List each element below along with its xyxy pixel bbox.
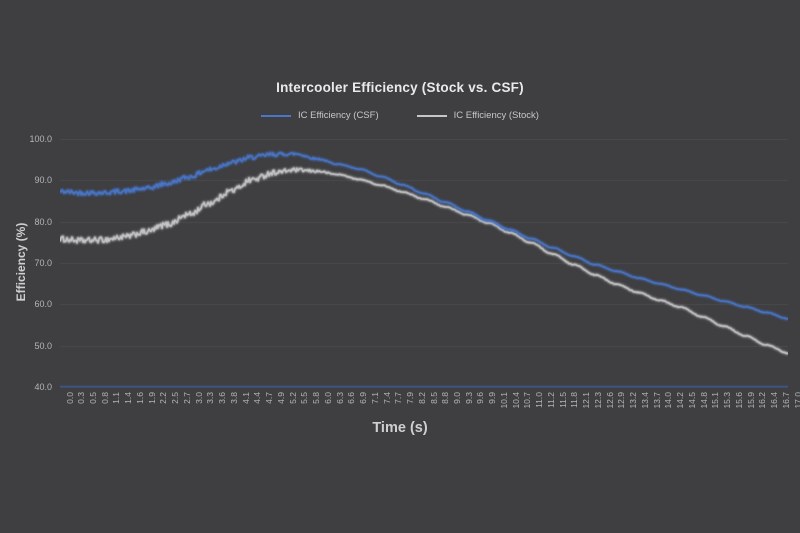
x-axis-title: Time (s) [372,420,428,436]
x-tick-label: 9.3 [463,392,474,404]
x-tick-label: 15.3 [722,392,733,409]
x-tick-label: 3.0 [193,392,204,404]
x-tick-label: 1.6 [134,392,145,404]
x-tick-label: 13.2 [628,392,639,409]
x-tick-label: 14.5 [686,392,697,409]
x-tick-label: 0.3 [76,392,87,404]
y-tick-label: 80.0 [34,216,52,227]
x-tick-label: 8.5 [428,392,439,404]
x-tick-label: 13.7 [651,392,662,409]
y-tick-label: 40.0 [34,382,52,392]
x-tick-label: 6.0 [322,392,333,404]
x-tick-label: 10.4 [510,392,521,409]
x-tick-label: 16.7 [780,392,791,409]
y-tick-label: 100.0 [29,134,52,144]
x-tick-label: 17.0 [792,392,800,409]
x-tick-label: 7.9 [405,392,416,404]
x-tick-label: 5.8 [311,392,322,404]
x-tick-label: 0.5 [87,392,98,404]
x-tick-label: 7.7 [393,392,404,404]
x-tick-label: 4.4 [252,392,263,404]
x-tick-label: 9.9 [487,392,498,404]
x-tick-label: 5.2 [287,392,298,404]
x-tick-label: 9.6 [475,392,486,404]
legend: IC Efficiency (CSF) IC Efficiency (Stock… [0,110,800,121]
x-tick-label: 15.9 [745,392,756,409]
y-tick-label: 60.0 [34,299,52,310]
x-tick-label: 11.5 [557,392,568,408]
x-tick-label: 3.6 [217,392,228,404]
x-tick-label: 12.1 [581,392,592,409]
legend-label-csf: IC Efficiency (CSF) [298,110,379,121]
x-tick-label: 8.8 [440,392,451,404]
y-tick-label: 70.0 [34,258,52,268]
x-tick-label: 16.4 [769,392,780,409]
x-tick-label: 9.0 [451,392,462,404]
x-tick-label: 2.2 [158,392,169,404]
x-tick-label: 6.6 [346,392,357,404]
legend-item-csf: IC Efficiency (CSF) [261,110,379,121]
x-tick-label: 16.2 [757,392,768,409]
x-tick-label: 14.2 [675,392,686,409]
x-tick-label: 1.1 [111,392,122,404]
x-tick-label: 10.1 [498,392,509,409]
x-tick-label: 5.5 [299,392,310,404]
x-tick-label: 4.7 [264,392,275,404]
x-tick-label: 14.8 [698,392,709,409]
chart-title: Intercooler Efficiency (Stock vs. CSF) [276,80,524,95]
x-tick-label: 4.9 [275,392,286,404]
x-tick-label: 10.7 [522,392,533,409]
x-tick-label: 1.4 [123,392,134,404]
x-tick-label: 4.1 [240,392,251,404]
x-tick-label: 6.3 [334,392,345,404]
y-tick-label: 50.0 [34,340,52,351]
x-tick-label: 2.7 [181,392,192,404]
x-tick-label: 7.1 [369,392,380,404]
x-tick-label: 3.8 [228,392,239,404]
x-tick-label: 6.9 [358,392,369,404]
legend-label-stock: IC Efficiency (Stock) [453,110,539,121]
x-tick-label: 12.3 [592,392,603,409]
x-tick-label: 13.4 [639,392,650,409]
x-tick-label: 1.9 [146,392,157,404]
x-tick-label: 12.9 [616,392,627,409]
x-tick-label: 12.6 [604,392,615,409]
y-tick-label: 90.0 [34,175,52,186]
x-tick-label: 11.0 [534,392,545,408]
plot-area-canvas [60,139,788,389]
x-tick-label: 11.8 [569,392,580,408]
x-tick-label: 0.0 [64,392,75,404]
x-tick-label: 15.1 [710,392,721,409]
x-tick-label: 7.4 [381,392,392,404]
x-tick-label: 11.2 [545,392,556,408]
x-tick-label: 15.6 [733,392,744,409]
x-tick-label: 3.3 [205,392,216,404]
x-tick-label: 14.0 [663,392,674,409]
legend-item-stock: IC Efficiency (Stock) [416,110,539,121]
x-tick-label: 2.5 [170,392,181,404]
stock-line-swatch-icon [416,114,447,117]
csf-line-swatch-icon [261,114,292,117]
x-tick-label: 0.8 [99,392,110,404]
x-tick-label: 8.2 [416,392,427,404]
